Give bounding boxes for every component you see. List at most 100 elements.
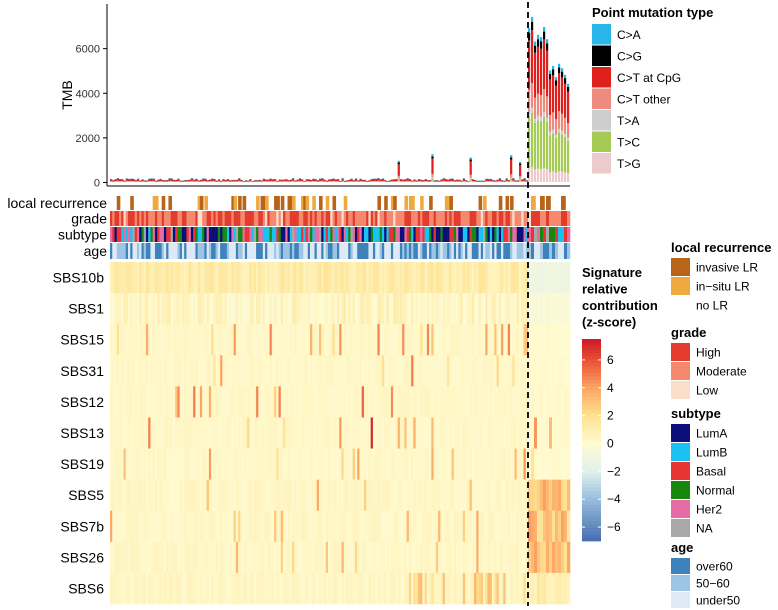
heatmap-cell xyxy=(528,262,532,294)
heatmap-cell xyxy=(143,448,147,480)
heatmap-cell xyxy=(152,448,156,480)
age-cell xyxy=(512,243,515,259)
heatmap-cell xyxy=(310,572,313,605)
heatmap-cell xyxy=(265,479,268,512)
heatmap-cell xyxy=(552,572,556,605)
heatmap-cell xyxy=(186,355,189,387)
heatmap-cell xyxy=(157,293,160,325)
tmb-bar-segment-CTatCpG xyxy=(231,180,234,182)
subtype-cell xyxy=(555,227,559,242)
heatmap-cell xyxy=(258,541,261,574)
grade-cell xyxy=(462,211,466,226)
heatmap-cell xyxy=(460,510,464,543)
heatmap-cell xyxy=(516,541,520,574)
heatmap-cell xyxy=(339,355,342,387)
subtype-cell xyxy=(143,227,147,242)
heatmap-cell xyxy=(433,541,437,574)
heatmap-cell xyxy=(233,386,237,418)
age-cell xyxy=(406,243,410,259)
heatmap-cell xyxy=(505,417,509,449)
tmb-bar-segment-CTother xyxy=(543,88,546,113)
tmb-bar-segment-CTatCpG xyxy=(471,179,475,182)
heatmap-cell xyxy=(325,355,329,387)
grade-cell xyxy=(307,211,311,226)
heatmap-cell xyxy=(451,262,455,294)
grade-cell xyxy=(469,211,473,226)
heatmap-cell xyxy=(141,324,145,356)
heatmap-cell xyxy=(460,293,464,325)
subtype-cell xyxy=(492,227,495,242)
age-cell xyxy=(199,243,203,259)
heatmap-cell xyxy=(307,386,311,418)
colorbar-segment xyxy=(582,349,601,353)
heatmap-cell xyxy=(253,417,257,449)
heatmap-cell xyxy=(220,324,223,356)
heatmap-cell xyxy=(503,479,506,512)
heatmap-cell xyxy=(301,355,304,387)
heatmap-cell xyxy=(510,448,513,480)
age-cell xyxy=(123,243,127,259)
heatmap-cell xyxy=(139,293,142,325)
heatmap-cell xyxy=(352,324,356,356)
grade-cell xyxy=(226,211,230,226)
heatmap-cell xyxy=(501,510,504,543)
heatmap-cell xyxy=(208,386,212,418)
heatmap-cell xyxy=(184,510,187,543)
grade-cell xyxy=(404,211,407,226)
heatmap-cell xyxy=(519,510,522,543)
heatmap-cell xyxy=(280,386,284,418)
heatmap-cell xyxy=(321,293,324,325)
heatmap-cell xyxy=(381,541,385,574)
heatmap-cell xyxy=(125,355,129,387)
tmb-bar-segment-CTatCpG xyxy=(235,180,239,182)
heatmap-cell xyxy=(330,448,333,480)
heatmap-cell xyxy=(208,572,212,605)
heatmap-cell xyxy=(341,293,345,325)
heatmap-cell xyxy=(510,293,513,325)
heatmap-cell xyxy=(139,417,142,449)
heatmap-cell xyxy=(159,448,162,480)
heatmap-cell xyxy=(485,355,488,387)
heatmap-cell xyxy=(161,386,165,418)
heatmap-cell xyxy=(501,324,504,356)
heatmap-cell xyxy=(420,448,423,480)
heatmap-cell xyxy=(332,324,336,356)
subtype-cell xyxy=(283,227,286,242)
heatmap-cell xyxy=(289,293,293,325)
tmb-bar-segment-CTatCpG xyxy=(514,180,517,182)
tmb-bar-segment-CTatCpG xyxy=(166,180,169,182)
grade-cell xyxy=(368,211,371,226)
subtype-cell xyxy=(301,227,304,242)
heatmap-cell xyxy=(188,417,192,449)
heatmap-cell xyxy=(388,355,392,387)
heatmap-cell xyxy=(327,448,331,480)
local-recurrence-cell xyxy=(161,196,166,210)
heatmap-cell xyxy=(242,355,246,387)
heatmap-cell xyxy=(310,541,313,574)
local-recurrence-cell xyxy=(154,196,159,210)
heatmap-cell xyxy=(152,355,156,387)
heatmap-cell xyxy=(433,262,437,294)
heatmap-cell xyxy=(501,541,504,574)
age-cell xyxy=(528,243,532,259)
heatmap-cell xyxy=(179,417,183,449)
heatmap-cell xyxy=(240,572,243,605)
tmb-bar-segment-CTatCpG xyxy=(411,180,414,182)
grade-cell xyxy=(386,211,389,226)
heatmap-cell xyxy=(397,355,401,387)
heatmap-cell xyxy=(345,324,349,356)
subtype-cell xyxy=(341,227,345,242)
heatmap-cell xyxy=(433,417,437,449)
grade-cell xyxy=(458,211,461,226)
heatmap-cell xyxy=(552,293,556,325)
heatmap-cell xyxy=(546,417,550,449)
heatmap-cell xyxy=(359,448,362,480)
heatmap-cell xyxy=(540,417,544,449)
heatmap-cell xyxy=(172,417,176,449)
heatmap-cell xyxy=(435,479,439,512)
heatmap-cell xyxy=(359,386,362,418)
heatmap-cell xyxy=(558,417,562,449)
heatmap-cell xyxy=(310,386,313,418)
heatmap-cell xyxy=(267,324,270,356)
heatmap-cell xyxy=(422,510,425,543)
